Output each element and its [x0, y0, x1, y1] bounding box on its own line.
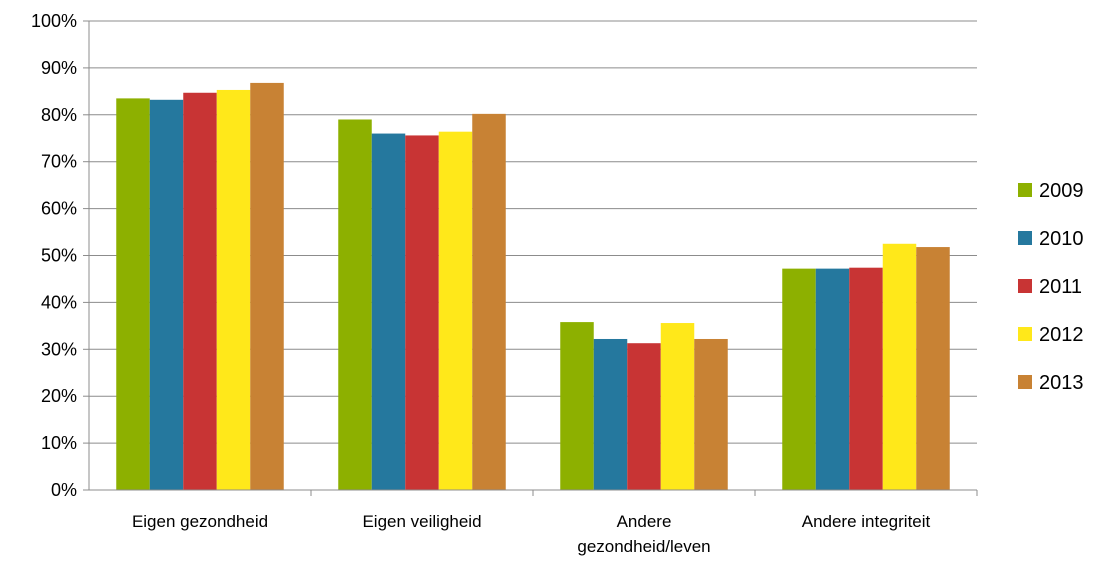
legend-swatch: [1018, 375, 1032, 389]
legend-swatch: [1018, 327, 1032, 341]
bar-2009: [560, 322, 594, 490]
y-tick-label: 70%: [41, 152, 77, 172]
bar-2011: [849, 267, 883, 490]
bar-2011: [183, 92, 217, 490]
y-tick-label: 40%: [41, 292, 77, 312]
bars: [116, 82, 950, 491]
bar-2013: [694, 338, 728, 490]
bar-2009: [116, 98, 150, 490]
bar-2012: [216, 89, 251, 491]
x-category-label: gezondheid/leven: [577, 537, 710, 556]
legend-label: 2011: [1039, 276, 1082, 298]
bar-2010: [815, 268, 850, 490]
bar-2013: [250, 82, 284, 491]
legend-label: 2010: [1039, 228, 1084, 250]
y-tick-label: 80%: [41, 105, 77, 125]
legend-swatch: [1018, 231, 1032, 245]
bar-2011: [627, 343, 661, 490]
y-tick-label: 30%: [41, 339, 77, 359]
x-category-label: Andere integriteit: [802, 512, 931, 531]
bar-2012: [660, 323, 695, 490]
legend-label: 2013: [1039, 372, 1084, 394]
legend-label: 2009: [1039, 180, 1084, 202]
bar-2013: [472, 113, 506, 490]
axes: [83, 20, 978, 496]
y-tick-label: 20%: [41, 386, 77, 406]
x-axis-category-labels: Eigen gezondheid Eigen veiligheid Andere ge…: [132, 512, 931, 556]
bar-2013: [916, 247, 950, 490]
y-tick-label: 10%: [41, 433, 77, 453]
bar-2009: [782, 268, 816, 490]
y-tick-label: 50%: [41, 246, 77, 266]
bar-2010: [149, 99, 184, 491]
legend-swatch: [1018, 183, 1032, 197]
x-category-label: Eigen gezondheid: [132, 512, 268, 531]
y-tick-label: 60%: [41, 199, 77, 219]
legend: 2009 2010 2011 2012 2013: [1018, 180, 1084, 394]
legend-label: 2012: [1039, 324, 1084, 346]
bar-2010: [593, 338, 628, 490]
x-category-label: Andere: [617, 512, 672, 531]
x-category-label: Eigen veiligheid: [362, 512, 481, 531]
bar-2010: [371, 133, 406, 490]
legend-swatch: [1018, 279, 1032, 293]
bar-2012: [882, 243, 917, 490]
y-tick-label: 100%: [31, 11, 77, 31]
bar-2009: [338, 119, 372, 491]
bar-2012: [438, 131, 473, 490]
bar-2011: [405, 135, 439, 490]
y-tick-label: 0%: [51, 480, 77, 500]
y-tick-label: 90%: [41, 58, 77, 78]
y-axis-tick-labels: 0% 10% 20% 30% 40% 50% 60% 70% 80% 90% 100%: [31, 11, 77, 500]
